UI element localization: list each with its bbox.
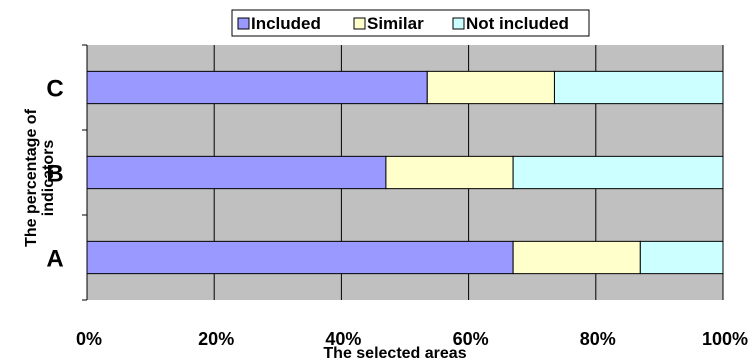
legend-swatch (452, 17, 465, 30)
legend-swatch (237, 17, 250, 30)
y-tick-label: B (46, 161, 63, 188)
bar-segment (426, 70, 555, 105)
bar-segment (512, 155, 724, 190)
x-tick-label: 20% (198, 329, 234, 349)
x-tick-label: 80% (580, 329, 616, 349)
y-tick-label: A (46, 246, 63, 273)
legend-label: Included (251, 14, 321, 33)
bar-segment (385, 155, 514, 190)
legend-swatch (353, 17, 366, 30)
legend-box (231, 9, 590, 37)
y-tick-labels: A B C (46, 76, 63, 273)
svg-text:The percentage ofindicators: The percentage ofindicators (23, 108, 57, 246)
bars (86, 70, 724, 275)
x-tick-labels: 0% 20% 40% 60% 80% 100% (76, 329, 748, 349)
x-axis-title: The selected areas (323, 345, 466, 362)
y-tick-marks (82, 44, 87, 301)
bar-segment (86, 155, 387, 190)
y-axis-title: The percentage ofindicators (23, 108, 57, 246)
legend: Included Similar Not included (231, 9, 590, 37)
legend-label: Not included (466, 14, 569, 33)
x-tick-label: 0% (76, 329, 102, 349)
x-tick-label: 60% (453, 329, 489, 349)
bar-segment (553, 70, 724, 105)
legend-label: Similar (367, 14, 424, 33)
bar-segment (86, 240, 514, 275)
x-tick-label: 100% (702, 329, 748, 349)
bar-segment (639, 240, 724, 275)
y-tick-label: C (46, 76, 63, 103)
bar-segment (512, 240, 641, 275)
x-tick-label: 40% (325, 329, 361, 349)
bar-segment (86, 70, 428, 105)
